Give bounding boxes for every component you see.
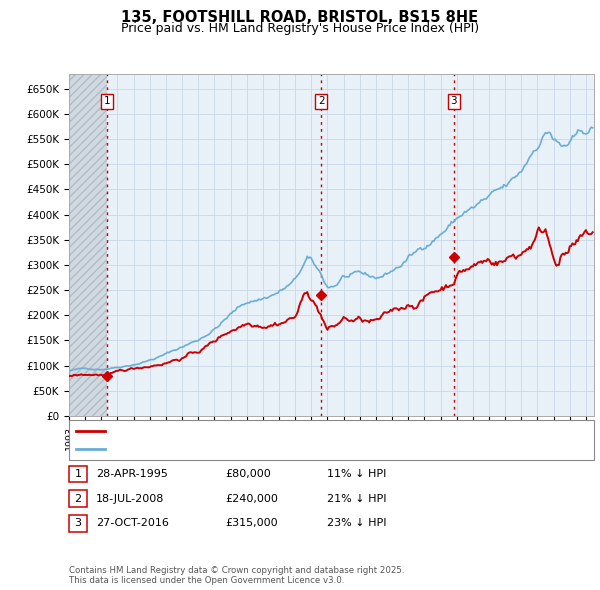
Text: 1: 1 (103, 96, 110, 106)
Text: 2: 2 (318, 96, 325, 106)
Text: Contains HM Land Registry data © Crown copyright and database right 2025.
This d: Contains HM Land Registry data © Crown c… (69, 566, 404, 585)
Text: 21% ↓ HPI: 21% ↓ HPI (327, 494, 386, 503)
Text: HPI: Average price, detached house, South Gloucestershire: HPI: Average price, detached house, Sout… (110, 444, 433, 454)
Text: 135, FOOTSHILL ROAD, BRISTOL, BS15 8HE (detached house): 135, FOOTSHILL ROAD, BRISTOL, BS15 8HE (… (110, 427, 447, 437)
Text: £315,000: £315,000 (225, 519, 278, 528)
Text: 28-APR-1995: 28-APR-1995 (96, 469, 168, 478)
Text: 3: 3 (451, 96, 457, 106)
Text: £80,000: £80,000 (225, 469, 271, 478)
Text: Price paid vs. HM Land Registry's House Price Index (HPI): Price paid vs. HM Land Registry's House … (121, 22, 479, 35)
Text: 18-JUL-2008: 18-JUL-2008 (96, 494, 164, 503)
Text: 2: 2 (74, 494, 82, 503)
Text: 23% ↓ HPI: 23% ↓ HPI (327, 519, 386, 528)
Text: £240,000: £240,000 (225, 494, 278, 503)
Text: 1: 1 (74, 469, 82, 478)
Text: 27-OCT-2016: 27-OCT-2016 (96, 519, 169, 528)
Bar (69, 74, 107, 416)
Text: 135, FOOTSHILL ROAD, BRISTOL, BS15 8HE: 135, FOOTSHILL ROAD, BRISTOL, BS15 8HE (121, 10, 479, 25)
Text: 3: 3 (74, 519, 82, 528)
Text: 11% ↓ HPI: 11% ↓ HPI (327, 469, 386, 478)
